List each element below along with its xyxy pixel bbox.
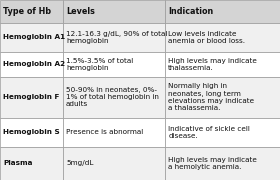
Bar — [165, 147, 280, 180]
Text: Presence is abnormal: Presence is abnormal — [66, 129, 143, 135]
Bar — [0, 0, 63, 23]
Bar — [0, 76, 63, 118]
Text: Type of Hb: Type of Hb — [3, 7, 51, 16]
Text: High levels may indicate
thalassemia.: High levels may indicate thalassemia. — [168, 58, 257, 71]
Bar — [63, 23, 165, 52]
Bar — [0, 147, 63, 180]
Bar — [165, 118, 280, 147]
Bar — [63, 0, 165, 23]
Bar — [0, 23, 63, 52]
Text: Indicative of sickle cell
disease.: Indicative of sickle cell disease. — [168, 126, 250, 139]
Text: 5mg/dL: 5mg/dL — [66, 160, 93, 166]
Text: 12.1-16.3 g/dL, 90% of total
hemoglobin: 12.1-16.3 g/dL, 90% of total hemoglobin — [66, 31, 167, 44]
Bar — [165, 0, 280, 23]
Text: Hemoglobin A2: Hemoglobin A2 — [3, 61, 65, 67]
Text: High levels may indicate
a hemolytic anemia.: High levels may indicate a hemolytic ane… — [168, 157, 257, 170]
Bar — [165, 52, 280, 76]
Text: Hemoglobin F: Hemoglobin F — [3, 94, 59, 100]
Bar — [63, 76, 165, 118]
Text: 1.5%-3.5% of total
hemoglobin: 1.5%-3.5% of total hemoglobin — [66, 58, 133, 71]
Text: Normally high in
neonates, long term
elevations may indicate
a thalassemia.: Normally high in neonates, long term ele… — [168, 83, 254, 111]
Text: Plasma: Plasma — [3, 160, 32, 166]
Text: Indication: Indication — [168, 7, 213, 16]
Text: Low levels indicate
anemia or blood loss.: Low levels indicate anemia or blood loss… — [168, 31, 245, 44]
Text: Hemoglobin S: Hemoglobin S — [3, 129, 60, 135]
Bar — [165, 76, 280, 118]
Bar — [0, 118, 63, 147]
Bar — [165, 23, 280, 52]
Bar — [63, 118, 165, 147]
Text: 50-90% in neonates, 0%-
1% of total hemoglobin in
adults: 50-90% in neonates, 0%- 1% of total hemo… — [66, 87, 159, 107]
Text: Hemoglobin A1: Hemoglobin A1 — [3, 34, 65, 40]
Bar — [63, 52, 165, 76]
Text: Levels: Levels — [66, 7, 95, 16]
Bar — [0, 52, 63, 76]
Bar — [63, 147, 165, 180]
